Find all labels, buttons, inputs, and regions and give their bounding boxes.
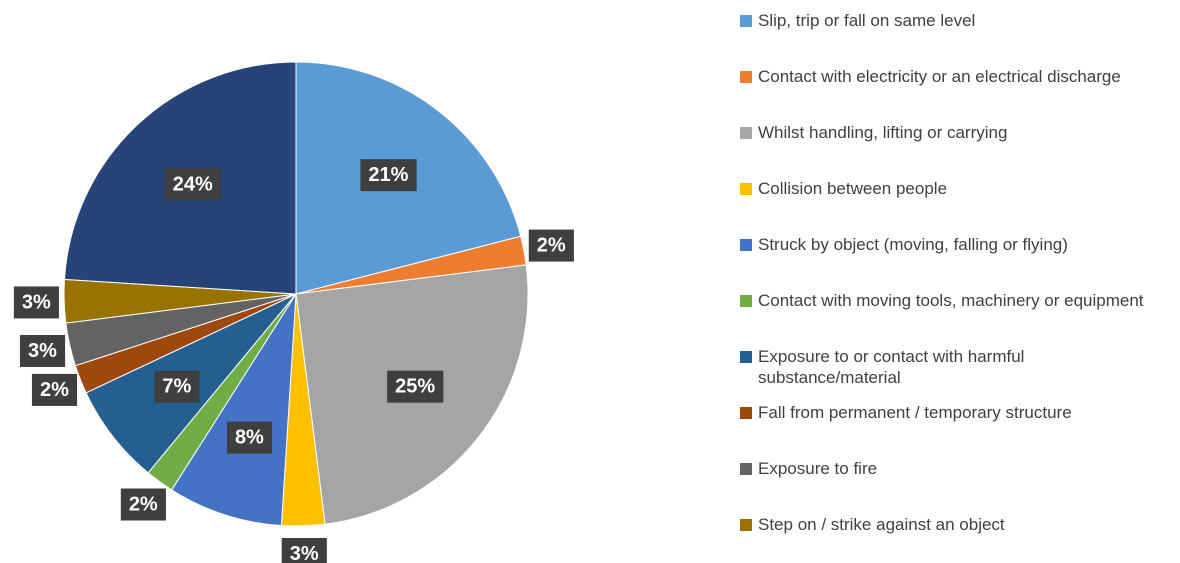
legend-label: Exposure to fire — [758, 459, 878, 478]
legend-swatch — [740, 519, 752, 531]
legend-swatch — [740, 71, 752, 83]
data-label-box — [226, 421, 273, 454]
data-label-box — [31, 373, 78, 406]
legend-swatch — [740, 127, 752, 139]
data-label: 2% — [31, 373, 78, 406]
data-label-box — [19, 334, 66, 367]
legend-swatch — [740, 15, 752, 27]
legend-entry: Exposure to or contact with harmful subs… — [740, 346, 1158, 388]
data-label-box — [360, 159, 417, 192]
data-label-box — [528, 229, 574, 262]
data-label: 3% — [19, 334, 66, 367]
data-label-box — [281, 537, 327, 563]
data-label-text: 3% — [290, 543, 319, 563]
data-label: 24% — [164, 168, 222, 201]
data-label-text: 25% — [395, 376, 435, 398]
legend-entry: Step on / strike against an object — [740, 514, 1158, 535]
data-label-text: 3% — [22, 291, 51, 313]
data-label-text: 8% — [235, 427, 264, 449]
data-label-box — [13, 286, 59, 319]
legend-swatch — [740, 183, 752, 195]
data-label: 2% — [528, 229, 574, 262]
data-label-box — [387, 370, 444, 403]
data-label-text: 21% — [368, 164, 408, 186]
legend-swatch — [740, 463, 752, 475]
legend-entry: Exposure to fire — [740, 458, 1158, 479]
data-label-box — [120, 488, 166, 521]
legend-swatch — [740, 351, 752, 363]
data-label-text: 2% — [129, 493, 158, 515]
legend-entry: Slip, trip or fall on same level — [740, 10, 1158, 31]
data-label: 25% — [387, 370, 444, 403]
legend-label: Exposure to or contact with harmful subs… — [758, 347, 1025, 387]
legend-label: Fall from permanent / temporary structur… — [758, 403, 1072, 422]
legend-label: Contact with moving tools, machinery or … — [758, 291, 1144, 310]
data-label: 21% — [360, 159, 417, 192]
legend-label: Contact with electricity or an electrica… — [758, 67, 1121, 86]
data-label: 3% — [13, 286, 59, 319]
legend-swatch — [740, 295, 752, 307]
legend-label: Step on / strike against an object — [758, 515, 1005, 534]
legend-swatch — [740, 407, 752, 419]
legend-swatch — [740, 239, 752, 251]
data-label: 8% — [226, 421, 273, 454]
legend-entry: Fall from permanent / temporary structur… — [740, 402, 1158, 423]
data-label-text: 2% — [537, 235, 566, 257]
data-label: 7% — [154, 370, 200, 403]
data-label-text: 2% — [40, 379, 69, 401]
legend-label: Whilst handling, lifting or carrying — [758, 123, 1008, 142]
legend-entry: Whilst handling, lifting or carrying — [740, 122, 1158, 143]
legend-entry: Contact with electricity or an electrica… — [740, 66, 1158, 87]
data-label-text: 3% — [28, 340, 57, 362]
legend-label: Struck by object (moving, falling or fly… — [758, 235, 1068, 254]
data-label-box — [154, 370, 200, 403]
legend-label: Collision between people — [758, 179, 948, 198]
pie-slice — [170, 293, 297, 527]
legend-label: Slip, trip or fall on same level — [758, 11, 976, 30]
data-label-box — [164, 168, 222, 201]
legend-entry: Contact with moving tools, machinery or … — [740, 290, 1158, 311]
legend-entry: Collision between people — [740, 178, 1158, 199]
data-label-text: 24% — [173, 173, 213, 195]
legend-entry: Struck by object (moving, falling or fly… — [740, 234, 1158, 255]
data-label: 3% — [281, 537, 327, 563]
data-label-text: 7% — [162, 376, 191, 398]
data-label: 2% — [120, 488, 166, 521]
